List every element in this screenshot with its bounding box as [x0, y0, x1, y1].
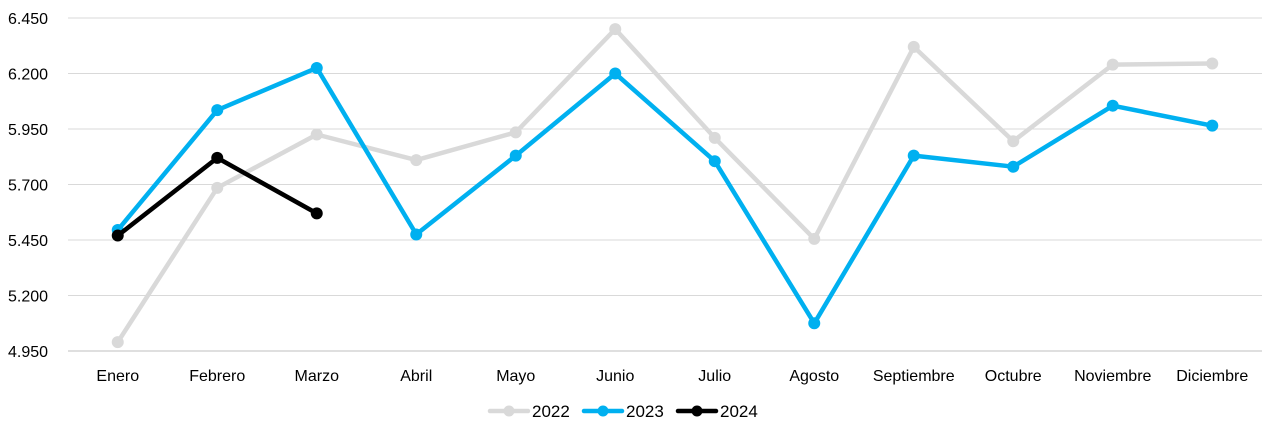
- x-tick-label: Diciembre: [1176, 368, 1248, 385]
- x-axis-tick-labels: Enero Febrero Marzo Abril Mayo Junio Julio Agos…: [96, 368, 1248, 385]
- x-tick-label: Mayo: [496, 368, 535, 385]
- data-point: [310, 128, 323, 141]
- legend-item: 2024: [675, 402, 758, 421]
- y-tick-label: 5.700: [8, 178, 48, 195]
- data-point: [310, 207, 323, 220]
- data-point: [211, 181, 224, 194]
- data-point: [111, 229, 124, 242]
- series-2023: [111, 61, 1219, 330]
- x-tick-label: Noviembre: [1074, 368, 1151, 385]
- data-point: [808, 232, 821, 245]
- legend-label: 2022: [532, 402, 570, 421]
- y-tick-label: 5.450: [8, 233, 48, 250]
- y-tick-label: 6.450: [8, 11, 48, 28]
- x-tick-label: Agosto: [789, 368, 839, 385]
- series-2022: [111, 23, 1219, 349]
- data-point: [1007, 160, 1020, 173]
- data-point: [708, 131, 721, 144]
- data-point: [808, 317, 821, 330]
- series-2024: [111, 151, 323, 242]
- legend-item: 2022: [487, 402, 570, 421]
- data-point: [509, 126, 522, 139]
- data-point: [609, 67, 622, 80]
- legend-swatch-marker: [691, 405, 703, 417]
- data-point: [609, 23, 622, 36]
- legend-swatch-marker: [503, 405, 515, 417]
- legend-label: 2023: [626, 402, 664, 421]
- y-tick-label: 5.950: [8, 122, 48, 139]
- x-tick-label: Octubre: [985, 368, 1042, 385]
- y-tick-label: 6.200: [8, 67, 48, 84]
- data-point: [1007, 135, 1020, 148]
- legend-swatch-marker: [597, 405, 609, 417]
- x-tick-label: Abril: [400, 368, 432, 385]
- x-tick-label: Marzo: [295, 368, 340, 385]
- data-point: [410, 154, 423, 167]
- data-point: [111, 336, 124, 349]
- data-point: [907, 149, 920, 162]
- series-line-2023: [115, 65, 1215, 326]
- data-point: [310, 61, 323, 74]
- x-tick-label: Julio: [698, 368, 731, 385]
- gridlines: [68, 17, 1262, 352]
- data-point: [907, 40, 920, 53]
- data-point: [410, 228, 423, 241]
- legend-label: 2024: [720, 402, 758, 421]
- y-axis-tick-labels: 4.950 5.200 5.450 5.700 5.950 6.200 6.450: [8, 11, 48, 361]
- legend: 2022 2023 2024: [487, 402, 758, 421]
- data-point: [211, 104, 224, 117]
- data-point: [708, 155, 721, 168]
- data-point: [509, 149, 522, 162]
- series-lines: [111, 23, 1219, 349]
- x-tick-label: Junio: [596, 368, 634, 385]
- data-point: [1206, 119, 1219, 132]
- data-point: [211, 151, 224, 164]
- data-point: [1106, 58, 1119, 71]
- data-point: [1106, 99, 1119, 112]
- x-tick-label: Febrero: [189, 368, 245, 385]
- y-tick-label: 4.950: [8, 344, 48, 361]
- y-tick-label: 5.200: [8, 289, 48, 306]
- legend-item: 2023: [581, 402, 664, 421]
- series-line-2022: [115, 26, 1215, 345]
- data-point: [1206, 57, 1219, 70]
- x-tick-label: Enero: [96, 368, 139, 385]
- x-tick-label: Septiembre: [873, 368, 955, 385]
